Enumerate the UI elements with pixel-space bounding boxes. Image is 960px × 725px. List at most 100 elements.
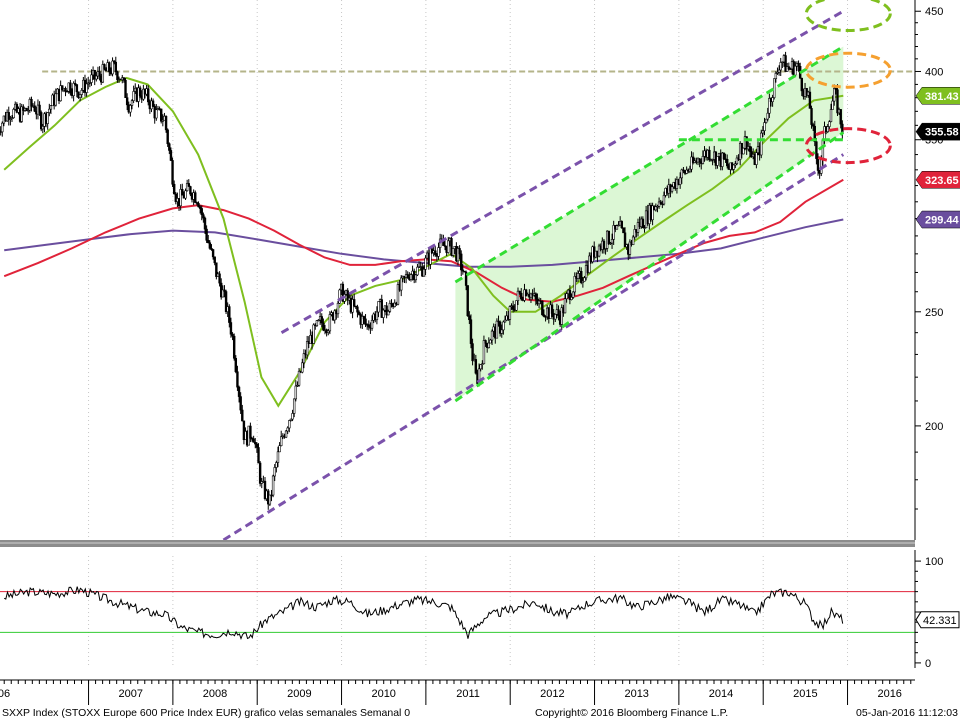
candle-body xyxy=(232,335,236,359)
candle-body xyxy=(210,248,213,250)
candle-body xyxy=(195,202,199,204)
candle-body xyxy=(291,413,294,420)
candle-body xyxy=(362,316,366,320)
time-axis-year-label: 2008 xyxy=(203,688,227,700)
candle-body xyxy=(498,321,502,334)
candle-body xyxy=(239,396,242,411)
footer-left-text: SXXP Index (STOXX Europe 600 Price Index… xyxy=(2,707,410,719)
candle-body xyxy=(763,122,766,131)
candle-body xyxy=(270,494,273,497)
candle-body xyxy=(72,83,75,96)
candle-body xyxy=(46,112,49,124)
candle-body xyxy=(508,306,512,320)
candle-body xyxy=(725,159,729,167)
candle-body xyxy=(828,121,831,127)
candle-body xyxy=(114,61,117,72)
candle-body xyxy=(690,156,693,170)
candle-body xyxy=(771,97,774,103)
candle-body xyxy=(573,276,576,293)
candle-body xyxy=(633,229,636,238)
candle-body xyxy=(33,105,36,112)
candle-body xyxy=(836,89,839,114)
candle-body xyxy=(111,60,114,75)
candle-body xyxy=(328,314,332,332)
candle-body xyxy=(581,280,585,283)
last-value-tag-label: 381.43 xyxy=(925,91,959,103)
candle-body xyxy=(609,242,612,245)
candle-body xyxy=(541,300,544,316)
candle-body xyxy=(20,106,23,122)
candle-body xyxy=(815,141,818,159)
candle-body xyxy=(312,324,315,344)
candle-body xyxy=(155,109,158,119)
candle-body xyxy=(336,302,340,315)
candle-body xyxy=(400,277,403,291)
candle-body xyxy=(698,158,701,163)
candle-body xyxy=(777,69,781,73)
candle-body xyxy=(112,60,116,63)
candle-body xyxy=(275,462,278,468)
candle-body xyxy=(273,467,276,477)
candle-body xyxy=(172,183,176,195)
candle-body xyxy=(722,152,726,160)
candle-body xyxy=(197,203,200,208)
candle-body xyxy=(327,330,330,333)
candle-body xyxy=(377,301,380,313)
osc-axis-tick-label: 0 xyxy=(925,658,931,670)
candle-body xyxy=(643,227,646,229)
candle-body xyxy=(735,157,739,165)
candle-body xyxy=(691,156,695,163)
candle-body xyxy=(80,90,83,95)
candle-body xyxy=(622,227,625,234)
candle-body xyxy=(497,320,500,323)
last-value-tag xyxy=(915,122,960,141)
candle-body xyxy=(241,409,244,422)
candle-body xyxy=(393,302,396,307)
candle-body xyxy=(597,245,601,257)
candle-body xyxy=(75,84,79,93)
candle-body xyxy=(794,65,797,76)
candle-body xyxy=(10,117,14,119)
candle-body xyxy=(516,290,520,301)
candle-body xyxy=(166,129,169,145)
candle-body xyxy=(834,88,838,91)
candle-body xyxy=(237,386,241,397)
candle-body xyxy=(414,274,418,281)
candle-body xyxy=(205,228,208,241)
candle-body xyxy=(284,430,288,438)
candle-body xyxy=(787,66,791,70)
candle-body xyxy=(742,147,745,155)
candle-body xyxy=(236,371,239,388)
price-axis-tick-label: 250 xyxy=(925,307,943,319)
candle-body xyxy=(542,314,546,317)
candle-body xyxy=(490,330,494,341)
candle-body xyxy=(338,289,341,304)
candle-body xyxy=(810,108,813,125)
candle-body xyxy=(278,445,281,453)
candle-body xyxy=(38,104,41,113)
price-plot-area xyxy=(0,9,915,540)
candle-body xyxy=(9,118,12,120)
candle-body xyxy=(654,206,658,211)
candle-body xyxy=(461,269,465,272)
candle-body xyxy=(185,183,189,192)
candle-body xyxy=(557,309,560,316)
candle-body xyxy=(198,206,202,209)
candle-body xyxy=(628,241,632,255)
candle-body xyxy=(231,333,234,337)
candle-body xyxy=(524,289,528,297)
candle-body xyxy=(218,273,221,284)
candle-body xyxy=(631,236,635,245)
candle-body xyxy=(174,193,177,202)
candle-body xyxy=(129,105,132,113)
candle-body xyxy=(12,109,15,119)
candle-body xyxy=(537,300,541,305)
candle-body xyxy=(90,74,93,83)
time-axis-year-label: 2010 xyxy=(371,688,395,700)
candle-body xyxy=(221,289,225,298)
candle-body xyxy=(518,290,521,294)
candle-body xyxy=(734,163,737,166)
candle-body xyxy=(766,112,769,120)
candle-body xyxy=(361,316,364,325)
